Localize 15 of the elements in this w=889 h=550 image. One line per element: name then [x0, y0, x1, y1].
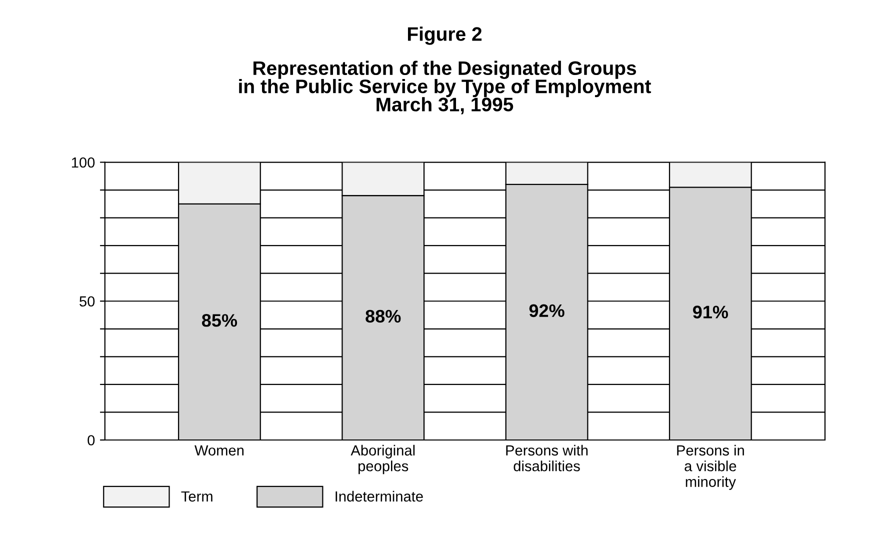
legend-label: Term — [181, 491, 212, 502]
data-label: 92% — [529, 304, 564, 318]
data-label: 85% — [202, 314, 238, 327]
x-tick-label: Persons in a visible minority — [677, 444, 744, 490]
x-tick-label: Women — [194, 445, 244, 456]
data-label: 91% — [692, 306, 728, 318]
x-tick-label: Persons with disabilities — [506, 444, 588, 472]
x-tick-label: Aboriginal peoples — [350, 444, 415, 474]
y-tick-label: 50 — [80, 296, 95, 307]
y-tick-label: 100 — [72, 157, 95, 168]
y-tick-label: 0 — [88, 435, 95, 446]
chart-title: Figure 2 — [408, 26, 482, 45]
legend-label: Indeterminate — [336, 490, 423, 502]
chart-subtitle: Representation of the Designated Groups in the Public Service by Type of Employment March 31, 1995 — [239, 60, 652, 114]
data-label: 88% — [366, 310, 401, 323]
